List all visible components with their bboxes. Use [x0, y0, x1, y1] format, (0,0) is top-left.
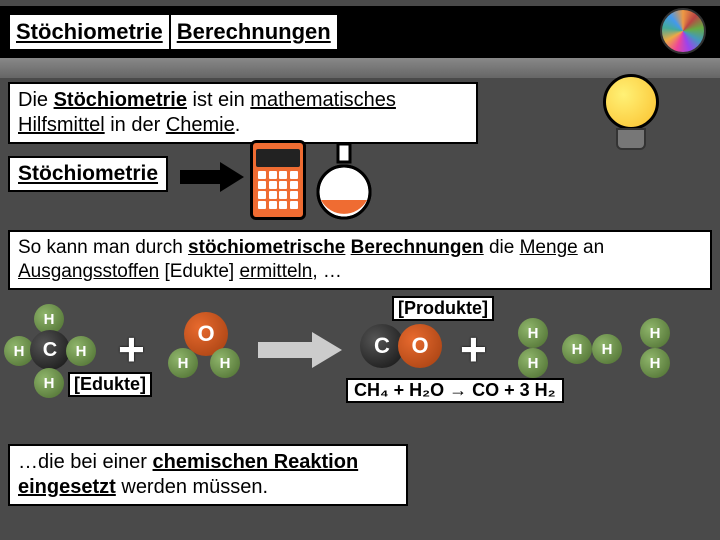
txt: Chemie: [166, 114, 235, 136]
atom-h: H: [66, 336, 96, 366]
atom-h: H: [168, 348, 198, 378]
atom-h: H: [518, 348, 548, 378]
txt: .: [235, 114, 241, 136]
body-text: So kann man durch stöchiometrische Berec…: [8, 230, 712, 290]
txt: in der: [105, 114, 166, 136]
atom-h: H: [34, 368, 64, 398]
txt: ist ein: [187, 89, 250, 111]
title-seg-2: Berechnungen: [169, 15, 337, 49]
txt: Ausgangsstoffen: [18, 261, 159, 282]
title-bar: Stöchiometrie Berechnungen: [0, 6, 720, 58]
arrow-icon: [258, 330, 344, 370]
bulb-icon: [598, 74, 664, 164]
txt: stöchiometrische: [188, 237, 345, 258]
txt: eingesetzt: [18, 476, 116, 498]
atom-o: O: [398, 324, 442, 368]
atom-h: H: [592, 334, 622, 364]
title-box: Stöchiometrie Berechnungen: [8, 13, 339, 51]
txt: an: [578, 237, 604, 258]
txt: Stöchiometrie: [54, 89, 187, 111]
atom-h: H: [562, 334, 592, 364]
txt: [Edukte]: [159, 261, 239, 282]
txt: werden müssen.: [116, 476, 268, 498]
arrow-icon: [180, 160, 246, 194]
txt: Menge: [520, 237, 578, 258]
equation-label: CH₄ + H₂O → CO + 3 H₂: [346, 378, 564, 403]
plus-icon: +: [118, 322, 145, 376]
txt: , …: [312, 261, 342, 282]
txt: Berechnungen: [351, 237, 484, 258]
txt: …die bei einer: [18, 451, 153, 473]
logo-icon: [660, 8, 706, 54]
title-seg-1: Stöchiometrie: [10, 15, 169, 49]
txt: Die: [18, 89, 54, 111]
txt: chemischen Reaktion: [153, 451, 359, 473]
txt: So kann man durch: [18, 237, 188, 258]
txt: Hilfsmittel: [18, 114, 105, 136]
txt: ermitteln: [239, 261, 312, 282]
atom-c: C: [30, 330, 70, 370]
atom-h: H: [640, 348, 670, 378]
calculator-icon: [250, 140, 306, 220]
atom-h: H: [518, 318, 548, 348]
flask-icon: [316, 142, 372, 222]
footer-text: …die bei einer chemischen Reaktion einge…: [8, 444, 408, 506]
molecule-diagram: H H C H H + O H H C O + H H H H H H [Edu…: [0, 294, 720, 424]
intro-text: Die Stöchiometrie ist ein mathematisches…: [8, 82, 478, 144]
atom-h: H: [640, 318, 670, 348]
edukte-label: [Edukte]: [68, 372, 152, 397]
txt: mathematisches: [250, 89, 396, 111]
stoich-label: Stöchiometrie: [8, 156, 168, 192]
produkte-label: [Produkte]: [392, 296, 494, 321]
plus-icon: +: [460, 322, 487, 376]
atom-h: H: [210, 348, 240, 378]
txt: die: [484, 237, 520, 258]
